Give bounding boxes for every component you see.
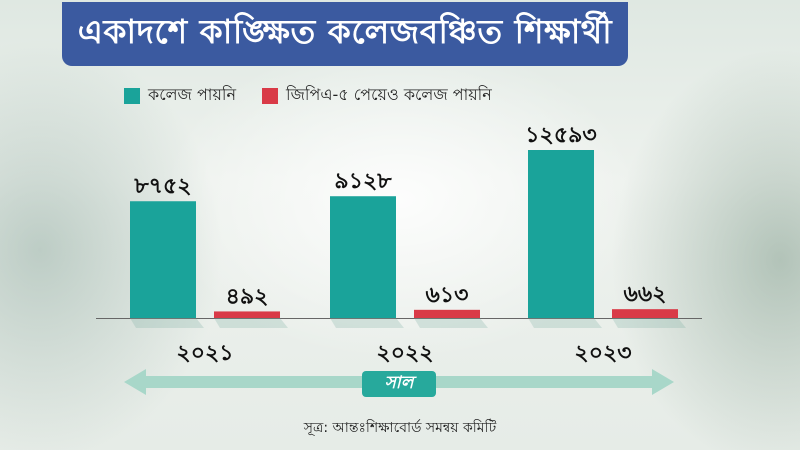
legend-item-series-2: জিপিএ-৫ পেয়েও কলেজ পায়নি — [262, 82, 492, 109]
bar-series-2-2 — [414, 309, 480, 318]
legend-label-series-2: জিপিএ-৫ পেয়েও কলেজ পায়নি — [286, 85, 492, 104]
legend-label-series-1: কলেজ পায়নি — [148, 85, 236, 104]
bar-shadow-1-3 — [528, 318, 602, 328]
bar-shadow-2-1 — [214, 318, 288, 328]
bar-series-1-2 — [330, 196, 396, 318]
x-tick-label-2: ২০২২ — [376, 341, 433, 366]
data-label-series-2-3: ৬৬২ — [624, 282, 667, 307]
x-tick-label-3: ২০২৩ — [574, 341, 631, 366]
data-label-series-2-2: ৬১৩ — [426, 283, 469, 308]
source-note: সূত্র: আন্তঃশিক্ষাবোর্ড সমন্বয় কমিটি — [303, 420, 497, 436]
x-tick-label-1: ২০২১ — [176, 341, 233, 366]
legend-swatch-series-2 — [262, 87, 278, 104]
title-banner: একাদশে কাঙ্ক্ষিত কলেজবঞ্চিত শিক্ষার্থী — [62, 2, 628, 66]
legend-item-series-1: কলেজ পায়নি — [124, 82, 236, 109]
bar-series-1-1 — [130, 201, 196, 318]
bar-shadow-1-1 — [130, 318, 204, 328]
data-label-series-2-1: ৪৯২ — [226, 284, 269, 309]
legend-swatch-series-1 — [124, 87, 140, 104]
legend: কলেজ পায়নি জিপিএ-৫ পেয়েও কলেজ পায়নি — [124, 82, 518, 109]
bar-shadow-2-2 — [414, 318, 488, 328]
data-label-series-1-1: ৮৭৫২ — [133, 174, 191, 199]
chart-title: একাদশে কাঙ্ক্ষিত কলেজবঞ্চিত শিক্ষার্থী — [77, 12, 613, 51]
data-label-series-1-3: ১২৫৯৩ — [525, 123, 596, 148]
data-label-series-1-2: ৯১২৮ — [334, 169, 392, 194]
bar-series-1-3 — [528, 150, 594, 318]
x-axis-title-box: সাল — [362, 371, 436, 397]
bar-series-2-1 — [214, 311, 280, 318]
bar-shadow-1-2 — [330, 318, 404, 328]
bar-series-2-3 — [612, 309, 678, 318]
bar-shadow-2-3 — [612, 318, 686, 328]
x-axis-title: সাল — [384, 373, 414, 393]
